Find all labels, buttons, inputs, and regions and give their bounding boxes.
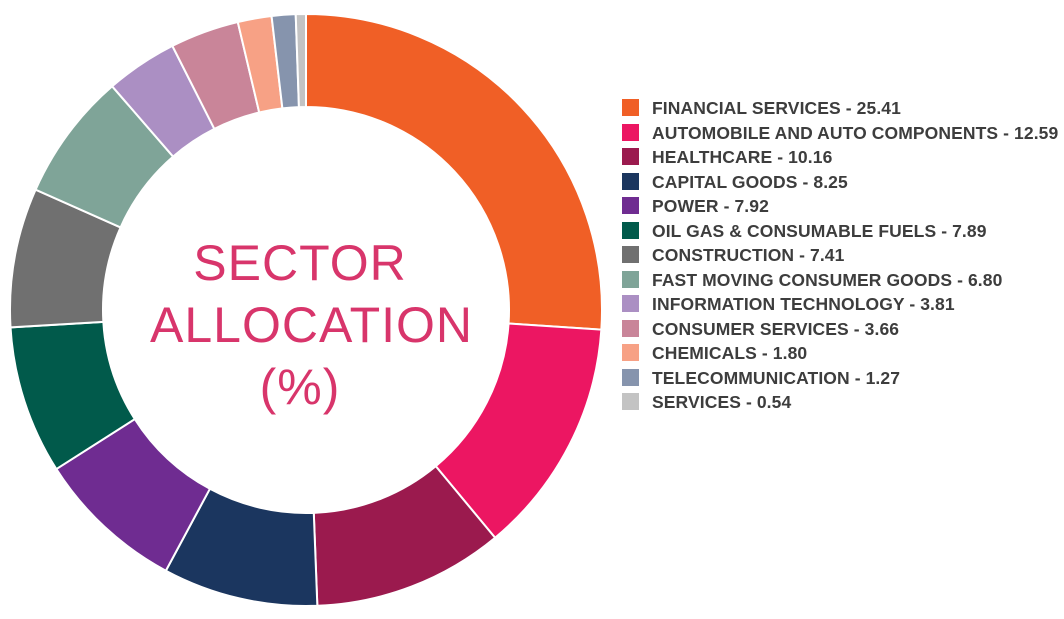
legend-item: CHEMICALS - 1.80 (622, 341, 1062, 366)
chart-title-line-3: (%) (259, 359, 341, 415)
legend-item: OIL GAS & CONSUMABLE FUELS - 7.89 (622, 219, 1062, 244)
legend-swatch (622, 368, 639, 386)
legend-label: CHEMICALS - 1.80 (652, 343, 808, 363)
legend-item: CONSUMER SERVICES - 3.66 (622, 317, 1062, 342)
legend-swatch (622, 295, 639, 312)
legend-swatch (622, 221, 639, 239)
legend-label: AUTOMOBILE AND AUTO COMPONENTS - 12.59 (652, 122, 1059, 143)
legend-item: FAST MOVING CONSUMER GOODS - 6.80 (622, 268, 1062, 293)
legend-item: FINANCIAL SERVICES - 25.41 (622, 96, 1062, 121)
legend-item: INFORMATION TECHNOLOGY - 3.81 (622, 292, 1062, 317)
sector-donut-chart (9, 12, 603, 607)
legend-item: SERVICES - 0.54 (622, 390, 1062, 415)
legend-swatch (622, 123, 639, 141)
legend-label: FAST MOVING CONSUMER GOODS - 6.80 (652, 269, 1003, 290)
legend-swatch (622, 319, 639, 337)
legend-item: CONSTRUCTION - 7.41 (622, 243, 1062, 268)
chart-title-line-1: SECTOR (193, 235, 407, 291)
legend-label: FINANCIAL SERVICES - 25.41 (652, 98, 901, 118)
legend-swatch (622, 99, 639, 116)
legend-swatch (622, 270, 639, 288)
legend-label: OIL GAS & CONSUMABLE FUELS - 7.89 (652, 220, 987, 241)
legend-swatch (622, 148, 639, 165)
donut-slice-financial-services (305, 12, 603, 331)
legend-swatch (622, 172, 639, 190)
legend-item: POWER - 7.92 (622, 194, 1062, 219)
legend-item: TELECOMMUNICATION - 1.27 (622, 366, 1062, 391)
legend-label: CONSTRUCTION - 7.41 (652, 245, 845, 265)
legend-item: CAPITAL GOODS - 8.25 (622, 170, 1062, 195)
chart-title: SECTOR ALLOCATION (%) (150, 232, 474, 418)
legend-label: HEALTHCARE - 10.16 (652, 147, 833, 167)
legend-label: CAPITAL GOODS - 8.25 (652, 171, 848, 192)
legend-label: POWER - 7.92 (652, 196, 769, 216)
legend-label: TELECOMMUNICATION - 1.27 (652, 367, 901, 388)
legend-swatch (622, 246, 639, 263)
legend-swatch (622, 197, 639, 214)
legend-swatch (622, 393, 639, 410)
legend-label: INFORMATION TECHNOLOGY - 3.81 (652, 294, 955, 314)
legend-label: SERVICES - 0.54 (652, 392, 792, 412)
chart-title-line-2: ALLOCATION (150, 297, 474, 353)
legend-label: CONSUMER SERVICES - 3.66 (652, 318, 900, 339)
chart-legend: FINANCIAL SERVICES - 25.41 AUTOMOBILE AND… (622, 96, 1062, 415)
legend-item: AUTOMOBILE AND AUTO COMPONENTS - 12.59 (622, 121, 1062, 146)
donut-slice-services (294, 12, 307, 109)
legend-item: HEALTHCARE - 10.16 (622, 145, 1062, 170)
legend-swatch (622, 344, 639, 361)
